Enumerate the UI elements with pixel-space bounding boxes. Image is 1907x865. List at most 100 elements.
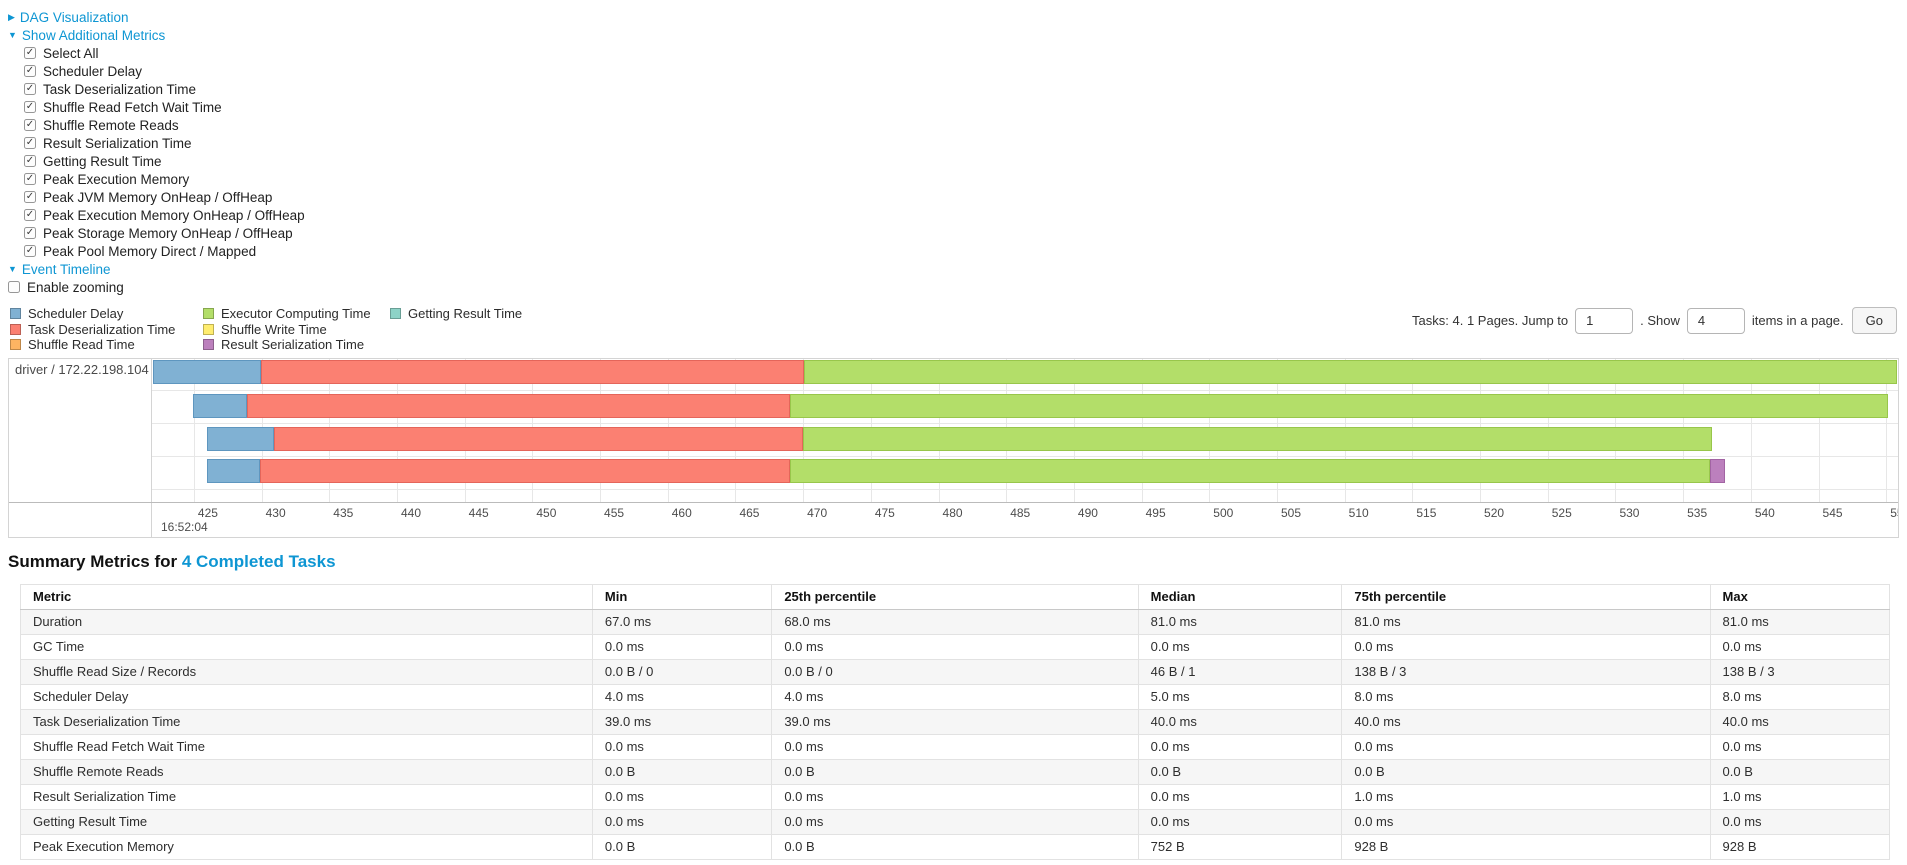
metric-checkbox-checked[interactable]: ✓ xyxy=(24,209,36,221)
summary-metric-value: 46 B / 1 xyxy=(1137,658,1343,685)
summary-metric-value: 81.0 ms xyxy=(1137,608,1343,635)
timeline-bar-result-serialization[interactable] xyxy=(1709,458,1725,483)
metric-checkbox-checked[interactable]: ✓ xyxy=(24,245,36,257)
legend-swatch-icon xyxy=(203,323,214,335)
show-additional-metrics-toggle[interactable]: ▼ Show Additional Metrics xyxy=(8,26,1899,44)
metric-checkbox-checked[interactable]: ✓ xyxy=(24,65,36,77)
jump-to-page-input[interactable] xyxy=(1575,307,1634,334)
timeline-bar-task-deserialization[interactable] xyxy=(274,426,804,451)
summary-table-row: Task Deserialization Time 39.0 ms 39.0 ms 4… xyxy=(20,708,1891,735)
metric-checkbox-checked[interactable]: ✓ xyxy=(24,83,36,95)
metric-checkbox-checked[interactable]: ✓ xyxy=(24,137,36,149)
legend-item: Scheduler Delay xyxy=(10,306,203,322)
summary-metric-value: 0.0 ms xyxy=(1341,808,1711,835)
timeline-group-column: driver / 172.22.198.104 xyxy=(9,358,152,537)
axis-tick-label: 530 xyxy=(1619,505,1640,520)
metric-checkbox-label: Peak Pool Memory Direct / Mapped xyxy=(43,243,257,259)
timeline-bar-scheduler-delay[interactable] xyxy=(206,426,275,451)
summary-metric-value: 68.0 ms xyxy=(771,608,1139,635)
timeline-group-label: driver / 172.22.198.104 xyxy=(15,361,149,377)
summary-metric-value: 0.0 ms xyxy=(1137,808,1343,835)
summary-metric-value: 8.0 ms xyxy=(1341,683,1711,710)
summary-metric-value: 0.0 B xyxy=(1709,758,1891,785)
items-per-page-input[interactable] xyxy=(1686,307,1745,334)
summary-metric-value: 0.0 B xyxy=(591,833,773,860)
summary-metric-value: 0.0 B xyxy=(771,833,1139,860)
summary-metric-value: 4.0 ms xyxy=(591,683,773,710)
summary-metrics-table: Metric Min 25th percentile Median 75th perce… xyxy=(20,583,1891,860)
timeline-header-band: Scheduler Delay Task Deserialization Time… xyxy=(0,296,1907,358)
summary-metric-value: 928 B xyxy=(1341,833,1711,860)
pagination-suffix: items in a page. xyxy=(1751,313,1844,328)
summary-table-row: Shuffle Remote Reads 0.0 B 0.0 B 0.0 B 0.0 B… xyxy=(20,758,1891,785)
metric-checkbox-checked[interactable]: ✓ xyxy=(24,47,36,59)
metric-checkbox-row: ✓ Select All xyxy=(8,44,1899,62)
dag-visualization-link[interactable]: DAG Visualization xyxy=(19,9,129,25)
timeline-bar-executor-computing[interactable] xyxy=(803,359,1897,384)
summary-column-header: Metric xyxy=(20,583,593,610)
axis-tick-label: 430 xyxy=(265,505,286,520)
summary-column-header: 25th percentile xyxy=(771,583,1139,610)
timeline-row-separator xyxy=(152,455,1898,457)
metrics-checkbox-list: ✓ Select All ✓ Scheduler Delay ✓ Task Deseria… xyxy=(8,44,1899,260)
axis-tick-label: 485 xyxy=(1010,505,1031,520)
metric-checkbox-row: ✓ Peak JVM Memory OnHeap / OffHeap xyxy=(8,188,1899,206)
metric-checkbox-label: Scheduler Delay xyxy=(43,63,143,79)
summary-metric-name: Shuffle Remote Reads xyxy=(20,758,593,785)
completed-tasks-link[interactable]: 4 Completed Tasks xyxy=(181,551,336,571)
summary-metric-name: Shuffle Read Fetch Wait Time xyxy=(20,733,593,760)
legend-swatch-icon xyxy=(390,308,401,320)
event-timeline-toggle[interactable]: ▼ Event Timeline xyxy=(8,260,1899,278)
timeline-bar-scheduler-delay[interactable] xyxy=(193,393,247,418)
axis-tick-label: 475 xyxy=(874,505,895,520)
legend-swatch-icon xyxy=(203,339,214,351)
legend-column: Executor Computing Time Shuffle Write Tim… xyxy=(203,306,390,353)
legend-item: Task Deserialization Time xyxy=(10,322,203,338)
timeline-bar-task-deserialization[interactable] xyxy=(260,458,790,483)
axis-tick-label: 490 xyxy=(1077,505,1098,520)
metric-checkbox-checked[interactable]: ✓ xyxy=(24,155,36,167)
metric-checkbox-checked[interactable]: ✓ xyxy=(24,101,36,113)
summary-metric-value: 0.0 ms xyxy=(771,808,1139,835)
timeline-bar-executor-computing[interactable] xyxy=(789,458,1710,483)
metric-checkbox-row: ✓ Task Deserialization Time xyxy=(8,80,1899,98)
timeline-bar-task-deserialization[interactable] xyxy=(260,359,804,384)
metric-checkbox-checked[interactable]: ✓ xyxy=(24,191,36,203)
enable-zooming-row: Enable zooming xyxy=(8,278,1899,296)
timeline-bar-scheduler-delay[interactable] xyxy=(206,458,261,483)
summary-metric-value: 40.0 ms xyxy=(1341,708,1711,735)
axis-tick-label: 445 xyxy=(468,505,489,520)
summary-column-header: Median xyxy=(1137,583,1343,610)
summary-metric-value: 1.0 ms xyxy=(1341,783,1711,810)
go-button[interactable]: Go xyxy=(1851,307,1897,334)
timeline-bar-executor-computing[interactable] xyxy=(789,393,1889,418)
timeline-bar-executor-computing[interactable] xyxy=(803,426,1713,451)
metric-checkbox-row: ✓ Peak Execution Memory xyxy=(8,170,1899,188)
axis-tick-label: 480 xyxy=(942,505,963,520)
summary-metrics-heading: Summary Metrics for 4 Completed Tasks xyxy=(8,552,1907,572)
axis-tick-label: 550 xyxy=(1890,505,1898,520)
summary-table-row: Result Serialization Time 0.0 ms 0.0 ms 0.0… xyxy=(20,783,1891,810)
summary-metric-value: 67.0 ms xyxy=(591,608,773,635)
summary-metric-value: 0.0 ms xyxy=(591,633,773,660)
metric-checkbox-checked[interactable]: ✓ xyxy=(24,227,36,239)
enable-zooming-checkbox[interactable] xyxy=(8,281,20,293)
summary-metric-value: 0.0 B xyxy=(591,758,773,785)
metric-checkbox-checked[interactable]: ✓ xyxy=(24,119,36,131)
event-timeline-link[interactable]: Event Timeline xyxy=(21,261,111,277)
summary-metric-value: 0.0 B xyxy=(1341,758,1711,785)
caret-down-icon: ▼ xyxy=(8,29,17,40)
show-additional-metrics-link[interactable]: Show Additional Metrics xyxy=(21,27,166,43)
metric-checkbox-row: ✓ Getting Result Time xyxy=(8,152,1899,170)
axis-tick-label: 540 xyxy=(1754,505,1775,520)
legend-swatch-icon xyxy=(10,308,21,320)
metric-checkbox-checked[interactable]: ✓ xyxy=(24,173,36,185)
summary-metric-value: 0.0 ms xyxy=(771,633,1139,660)
summary-heading-text: Summary Metrics for xyxy=(8,551,182,571)
summary-metric-name: Getting Result Time xyxy=(20,808,593,835)
dag-visualization-toggle[interactable]: ▶ DAG Visualization xyxy=(8,8,1899,26)
summary-table-row: Shuffle Read Size / Records 0.0 B / 0 0.0 … xyxy=(20,658,1891,685)
timeline-bar-task-deserialization[interactable] xyxy=(246,393,790,418)
summary-table-row: GC Time 0.0 ms 0.0 ms 0.0 ms 0.0 ms 0.0 ms xyxy=(20,633,1891,660)
timeline-bar-scheduler-delay[interactable] xyxy=(153,359,261,384)
